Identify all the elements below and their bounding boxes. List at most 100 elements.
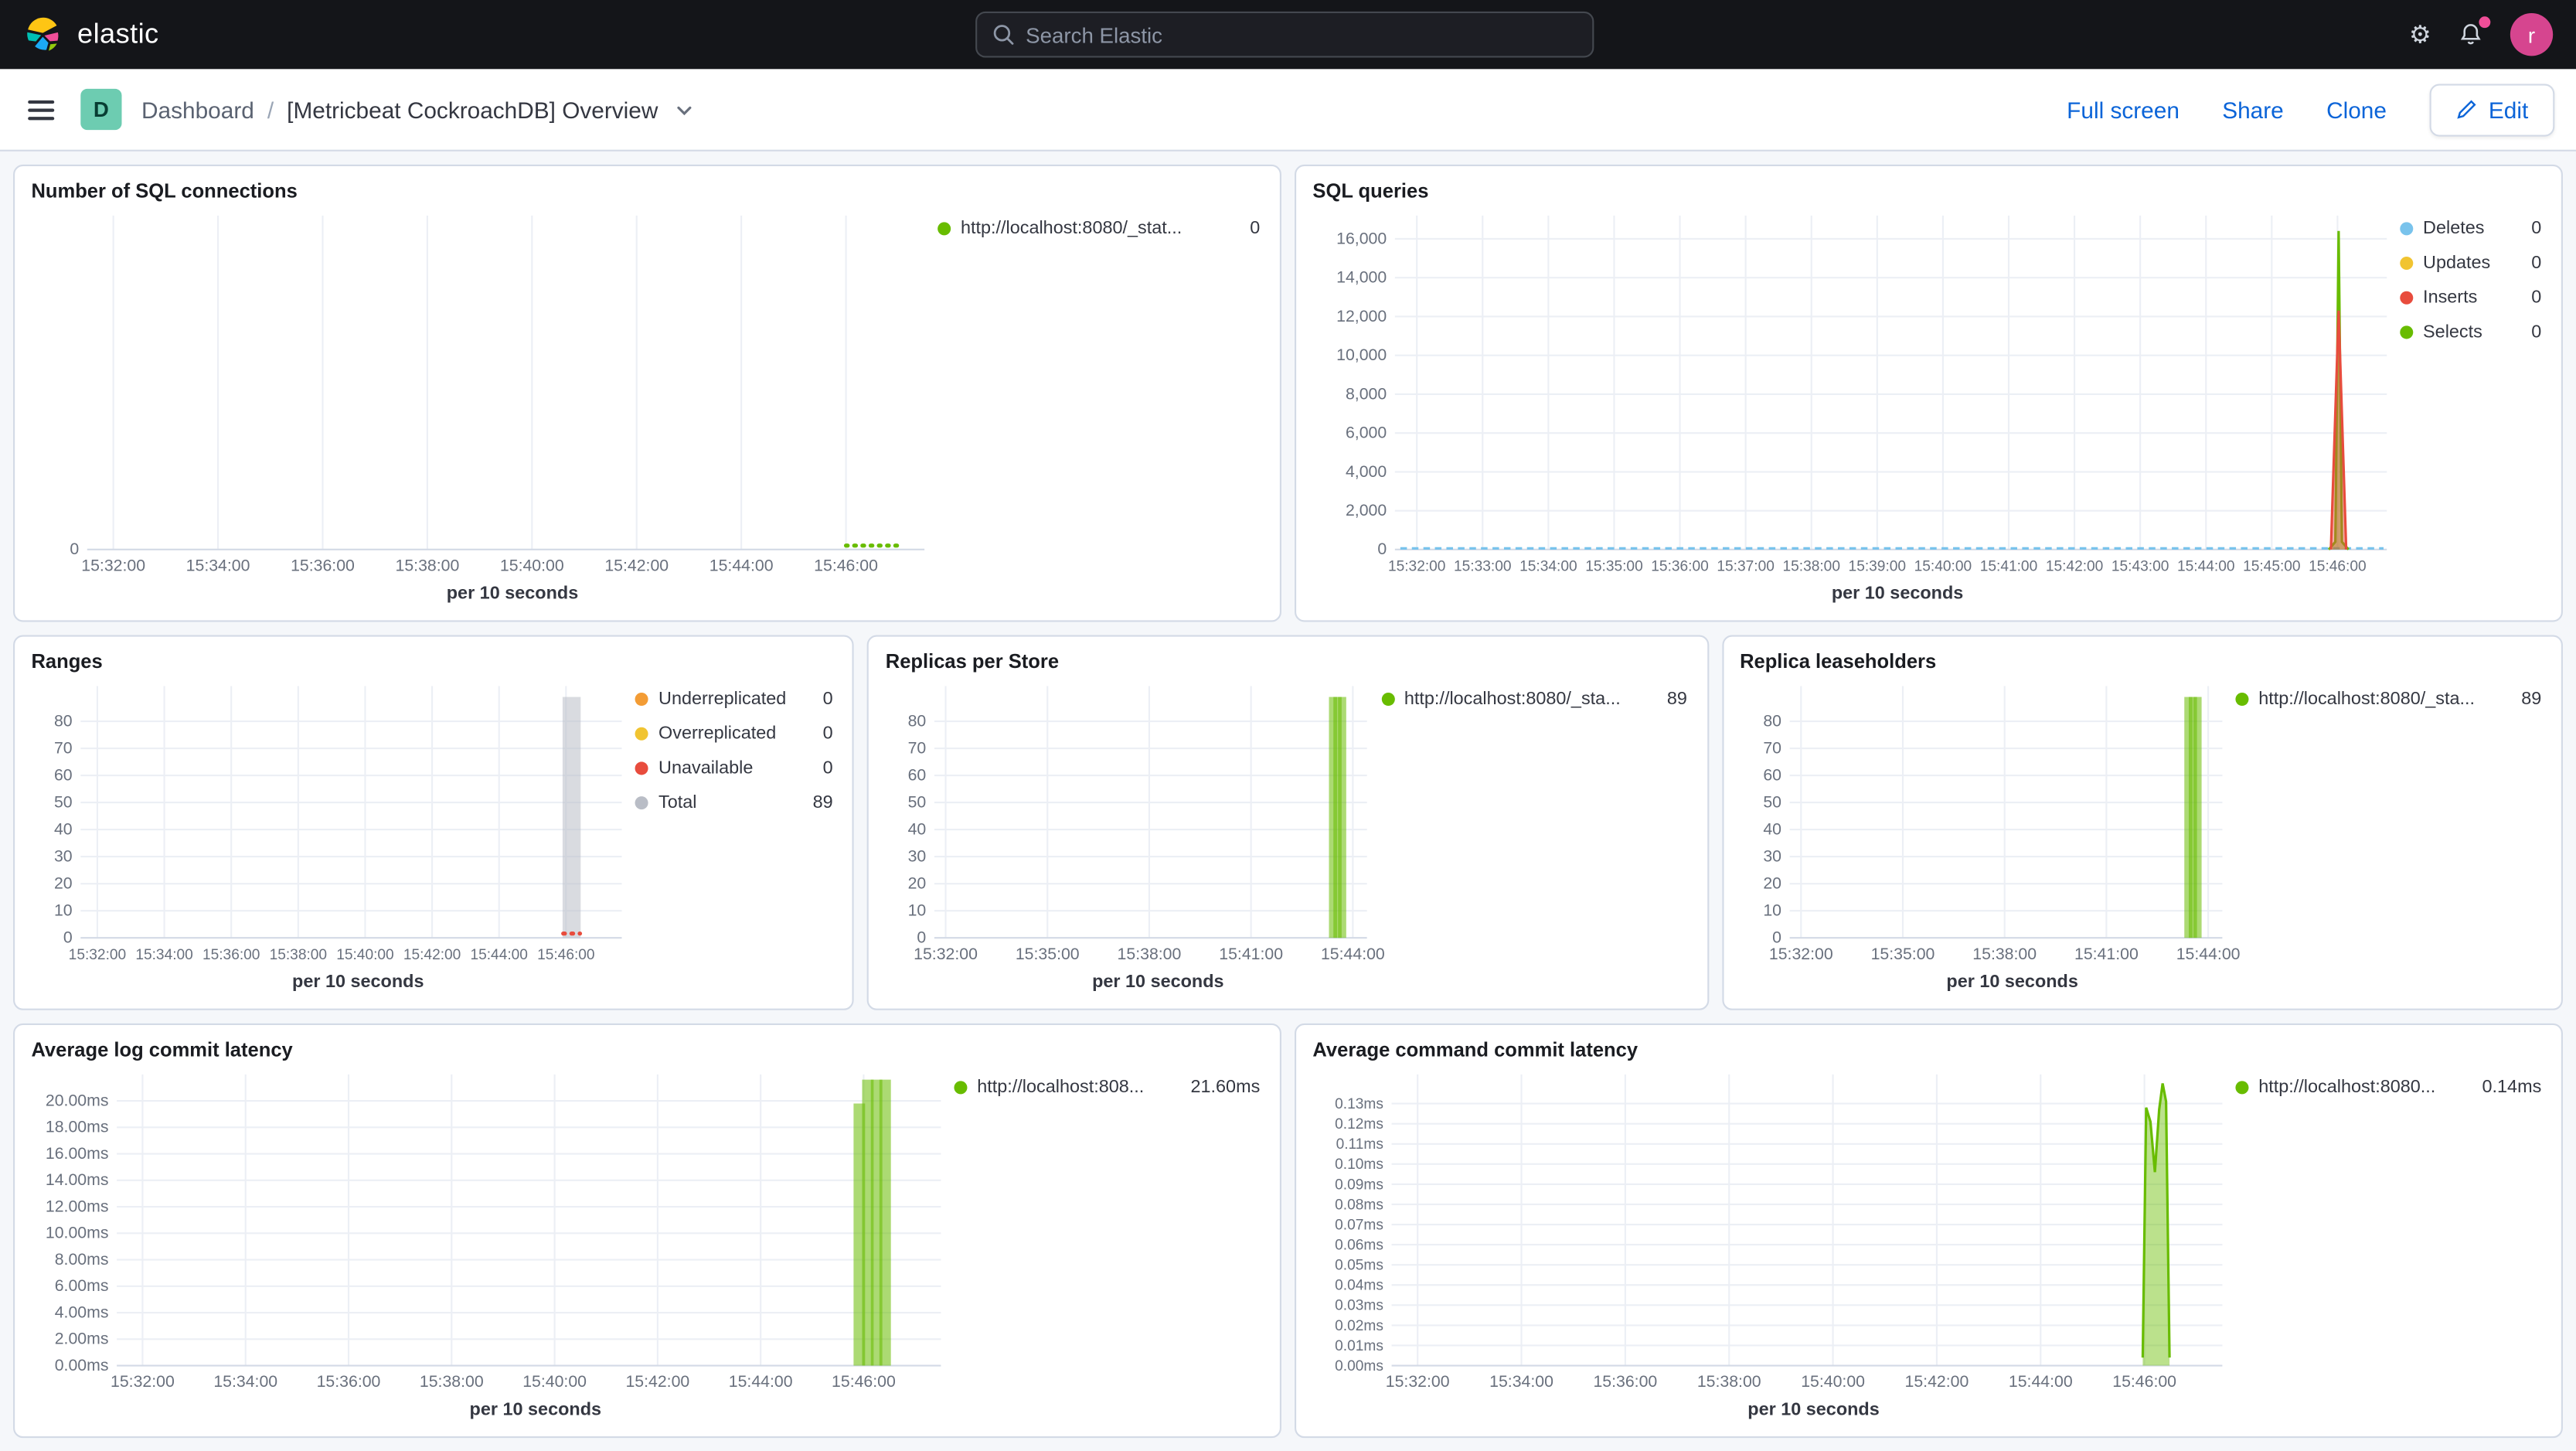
svg-text:16,000: 16,000 — [1336, 229, 1387, 247]
legend-value: 0 — [2531, 253, 2542, 274]
svg-text:15:36:00: 15:36:00 — [317, 1372, 381, 1391]
panel-title: Ranges — [31, 649, 103, 673]
svg-text:0.02ms: 0.02ms — [1335, 1318, 1383, 1334]
x-axis-label: per 10 seconds — [292, 972, 424, 993]
svg-text:0: 0 — [63, 928, 73, 947]
legend-dot — [635, 693, 649, 707]
legend-label: Overreplicated — [658, 724, 777, 744]
legend-item[interactable]: Deletes 0 — [2400, 216, 2541, 242]
legend-value: 0 — [822, 689, 833, 710]
legend-item[interactable]: Updates 0 — [2400, 250, 2541, 277]
x-axis-label: per 10 seconds — [1092, 972, 1224, 993]
svg-text:0.00ms: 0.00ms — [1335, 1358, 1383, 1374]
legend-item[interactable]: Total 89 — [635, 790, 833, 816]
legend-item[interactable]: http://localhost:8080/_stat... 0 — [938, 216, 1260, 242]
svg-text:15:34:00: 15:34:00 — [1519, 559, 1577, 575]
legend-value: 0 — [2531, 288, 2542, 308]
svg-text:15:33:00: 15:33:00 — [1454, 559, 1512, 575]
chart-svg-avg-log-commit-latency: 0.00ms 2.00ms 4.00ms 6.00ms 8.00ms 10.00ms 12.… — [46, 1074, 941, 1391]
svg-text:15:38:00: 15:38:00 — [420, 1372, 484, 1391]
chart-svg-replica-leaseholders: 0 10 20 30 40 50 60 70 80 15:32:00 15:35:00 15:38:0… — [1763, 686, 2240, 963]
svg-text:30: 30 — [908, 847, 927, 866]
panel-replica-leaseholders: Replica leaseholders 0 10 20 30 40 50 60 70 80 15:… — [1721, 635, 2563, 1010]
legend-item[interactable]: http://localhost:8080... 0.14ms — [2235, 1075, 2541, 1101]
user-avatar[interactable]: r — [2510, 13, 2554, 56]
legend-item[interactable]: Overreplicated 0 — [635, 720, 833, 747]
svg-text:20: 20 — [1763, 874, 1781, 893]
global-search[interactable] — [975, 11, 1594, 58]
svg-text:14.00ms: 14.00ms — [46, 1170, 109, 1189]
chart-svg-ranges: 0 10 20 30 40 50 60 70 80 15:32:00 15:34:00 15:36:0… — [54, 686, 622, 963]
clone-button[interactable]: Clone — [2326, 96, 2387, 123]
legend-value: 0 — [1250, 219, 1261, 239]
svg-text:2,000: 2,000 — [1346, 501, 1387, 519]
legend-label: Inserts — [2423, 288, 2478, 308]
legend-item[interactable]: Inserts 0 — [2400, 284, 2541, 311]
legend-item[interactable]: Selects 0 — [2400, 319, 2541, 346]
header-actions: ⚙ r — [2409, 13, 2554, 56]
x-axis-label: per 10 seconds — [469, 1400, 602, 1420]
svg-text:15:34:00: 15:34:00 — [213, 1372, 277, 1391]
svg-text:15:46:00: 15:46:00 — [2112, 1372, 2176, 1391]
svg-text:15:44:00: 15:44:00 — [710, 557, 774, 575]
chart-ranges[interactable]: 0 10 20 30 40 50 60 70 80 15:32:00 15:34:00 15:36:0… — [31, 676, 635, 971]
dashboard-app-badge[interactable]: D — [80, 88, 122, 131]
chart-replicas-per-store[interactable]: 0 10 20 30 40 50 60 70 80 15:32:00 15:35:00 15:38:0… — [886, 676, 1385, 971]
chart-svg-avg-command-commit-latency: 0.00ms 0.01ms 0.02ms 0.03ms 0.04ms 0.05ms 0.06… — [1335, 1074, 2223, 1391]
legend-value: 0.14ms — [2482, 1078, 2542, 1098]
legend-item[interactable]: Unavailable 0 — [635, 755, 833, 782]
settings-icon[interactable]: ⚙ — [2409, 20, 2431, 49]
svg-text:15:46:00: 15:46:00 — [814, 557, 878, 575]
edit-label: Edit — [2488, 96, 2529, 123]
chevron-down-icon[interactable] — [675, 100, 695, 120]
chart-sql-connections[interactable]: 0 15:32:00 15:34:00 15:36:00 15:38:00 15:40:0… — [31, 206, 938, 582]
full-screen-button[interactable]: Full screen — [2067, 96, 2180, 123]
chart-avg-command-commit-latency[interactable]: 0.00ms 0.01ms 0.02ms 0.03ms 0.04ms 0.05ms 0.06… — [1312, 1064, 2235, 1398]
share-button[interactable]: Share — [2222, 96, 2284, 123]
svg-text:15:32:00: 15:32:00 — [914, 945, 978, 963]
svg-text:50: 50 — [908, 792, 927, 811]
chart-svg-replicas-per-store: 0 10 20 30 40 50 60 70 80 15:32:00 15:35:00 15:38:0… — [908, 686, 1385, 963]
legend-label: http://localhost:8080... — [2258, 1078, 2436, 1098]
panel-title: Average log commit latency — [31, 1037, 293, 1061]
svg-text:15:35:00: 15:35:00 — [1870, 945, 1935, 963]
menu-button[interactable] — [22, 88, 61, 131]
legend-item[interactable]: http://localhost:8080/_sta... 89 — [2235, 686, 2541, 713]
page-title: [Metricbeat CockroachDB] Overview — [287, 96, 658, 123]
breadcrumb-dashboard[interactable]: Dashboard — [141, 96, 254, 123]
notifications-icon[interactable] — [2458, 16, 2491, 48]
legend-label: Unavailable — [658, 758, 754, 778]
svg-text:15:36:00: 15:36:00 — [291, 557, 355, 575]
chart-replica-leaseholders[interactable]: 0 10 20 30 40 50 60 70 80 15:32:00 15:35:00 15:38:0… — [1740, 676, 2240, 971]
elastic-logo[interactable]: elastic — [23, 15, 159, 54]
svg-text:20.00ms: 20.00ms — [46, 1091, 109, 1109]
chart-sql-queries[interactable]: 0 2,000 4,000 6,000 8,000 10,000 12,000 14,000 1… — [1312, 206, 2400, 582]
svg-text:15:37:00: 15:37:00 — [1717, 559, 1775, 575]
svg-text:15:42:00: 15:42:00 — [1905, 1372, 1969, 1391]
search-input[interactable] — [1026, 22, 1577, 47]
legend-dot — [2400, 257, 2414, 271]
svg-text:15:32:00: 15:32:00 — [1388, 559, 1446, 575]
svg-text:12.00ms: 12.00ms — [46, 1197, 109, 1215]
legend: http://localhost:8080/_sta... 89 — [1381, 676, 1690, 999]
panel-avg-log-commit-latency: Average log commit latency 0.00ms 2.00ms 4.… — [13, 1023, 1281, 1439]
dashboard-panels: Number of SQL connections 0 15:32:00 15:34:… — [0, 152, 2576, 1451]
legend-item[interactable]: http://localhost:808... 21.60ms — [954, 1075, 1260, 1101]
svg-text:10.00ms: 10.00ms — [46, 1224, 109, 1242]
svg-text:0.12ms: 0.12ms — [1335, 1116, 1383, 1133]
svg-text:15:38:00: 15:38:00 — [1972, 945, 2037, 963]
x-axis-label: per 10 seconds — [1946, 972, 2078, 993]
svg-text:0.03ms: 0.03ms — [1335, 1298, 1383, 1314]
chart-avg-log-commit-latency[interactable]: 0.00ms 2.00ms 4.00ms 6.00ms 8.00ms 10.00ms 12.… — [31, 1064, 954, 1398]
legend-value: 21.60ms — [1190, 1078, 1261, 1098]
svg-text:8,000: 8,000 — [1346, 384, 1387, 403]
svg-text:0: 0 — [917, 928, 927, 947]
svg-text:0: 0 — [1771, 928, 1781, 947]
dashboard-toolbar: D Dashboard / [Metricbeat CockroachDB] O… — [0, 69, 2576, 152]
svg-text:30: 30 — [1763, 847, 1781, 866]
svg-text:20: 20 — [908, 874, 927, 893]
legend-item[interactable]: Underreplicated 0 — [635, 686, 833, 713]
svg-text:70: 70 — [1763, 738, 1781, 757]
legend-item[interactable]: http://localhost:8080/_sta... 89 — [1381, 686, 1687, 713]
edit-button[interactable]: Edit — [2429, 83, 2555, 136]
